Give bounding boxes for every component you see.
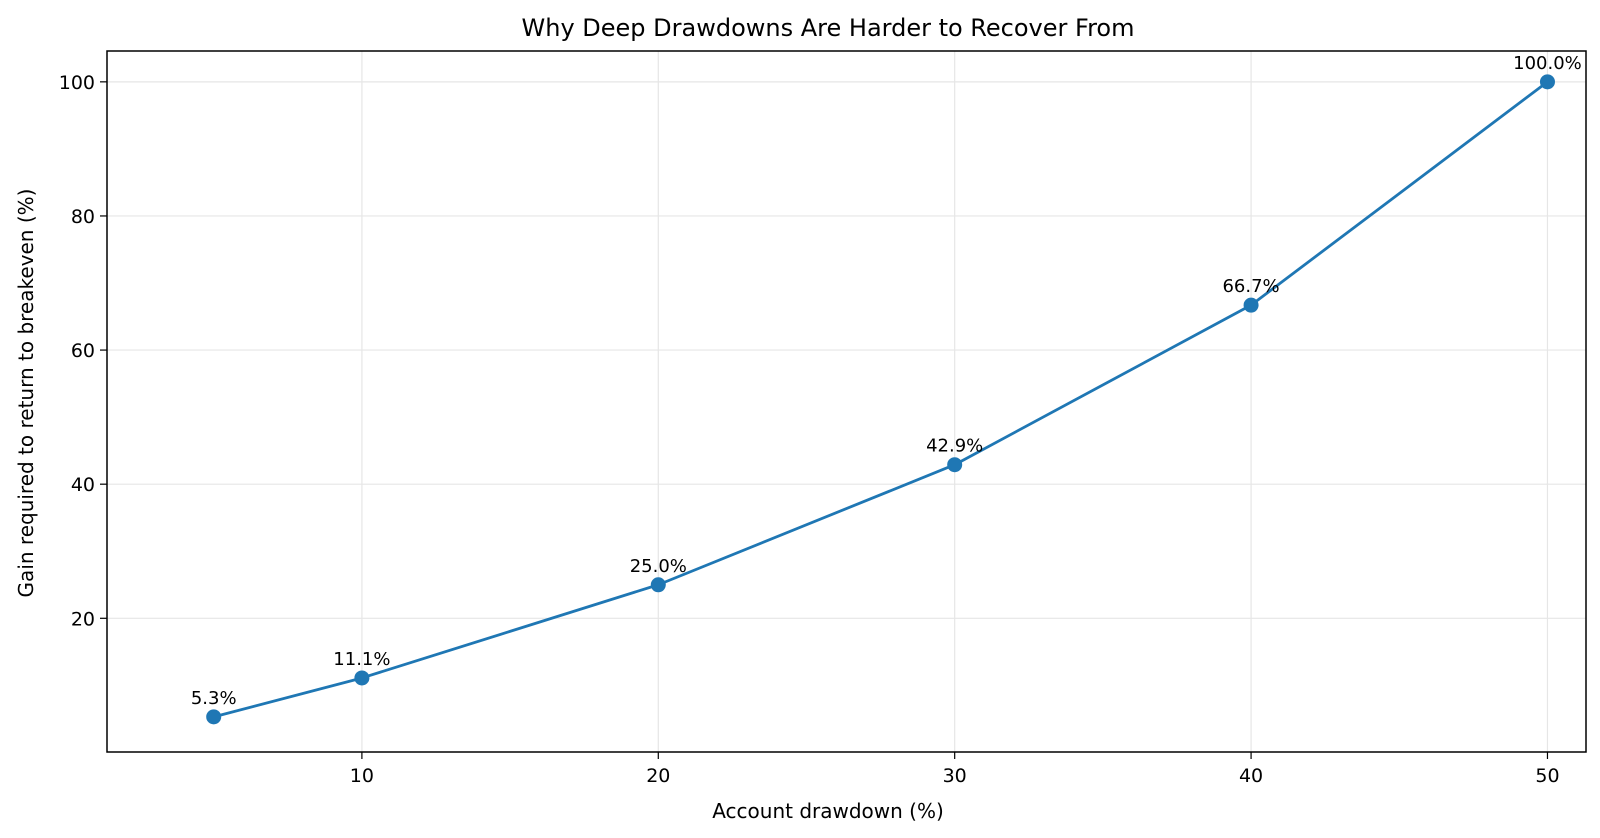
axis-ticks: 10 20 30 40 50 20 40 60 80 100 xyxy=(59,72,1560,787)
y-tick-label: 40 xyxy=(71,474,95,496)
data-label: 66.7% xyxy=(1222,276,1279,297)
data-point xyxy=(206,709,222,725)
data-point xyxy=(947,457,963,473)
data-label: 11.1% xyxy=(333,649,390,670)
grid-lines xyxy=(107,51,1586,752)
y-tick-label: 60 xyxy=(71,340,95,362)
y-tick-label: 20 xyxy=(71,608,95,630)
y-tick-label: 100 xyxy=(59,72,95,94)
x-tick-label: 20 xyxy=(646,765,670,787)
data-label: 5.3% xyxy=(191,688,237,709)
x-tick-label: 10 xyxy=(350,765,374,787)
y-tick-label: 80 xyxy=(71,206,95,228)
plot-frame xyxy=(106,50,1587,753)
x-tick-label: 30 xyxy=(943,765,967,787)
series-line xyxy=(212,80,1549,719)
x-tick-label: 40 xyxy=(1239,765,1263,787)
data-point xyxy=(354,670,370,686)
y-axis-label: Gain required to return to breakeven (%) xyxy=(14,189,38,598)
data-label: 25.0% xyxy=(630,556,687,577)
data-point xyxy=(1243,297,1259,313)
x-tick-label: 50 xyxy=(1535,765,1559,787)
data-label: 42.9% xyxy=(926,436,983,457)
chart-title: Why Deep Drawdowns Are Harder to Recover… xyxy=(522,14,1135,42)
data-point xyxy=(1539,74,1555,90)
data-point xyxy=(650,577,666,593)
x-axis-label: Account drawdown (%) xyxy=(712,799,944,823)
data-labels: 5.3% 11.1% 25.0% 42.9% 66.7% 100.0% xyxy=(191,53,1582,709)
series-layer xyxy=(206,74,1555,725)
data-label: 100.0% xyxy=(1513,53,1582,74)
